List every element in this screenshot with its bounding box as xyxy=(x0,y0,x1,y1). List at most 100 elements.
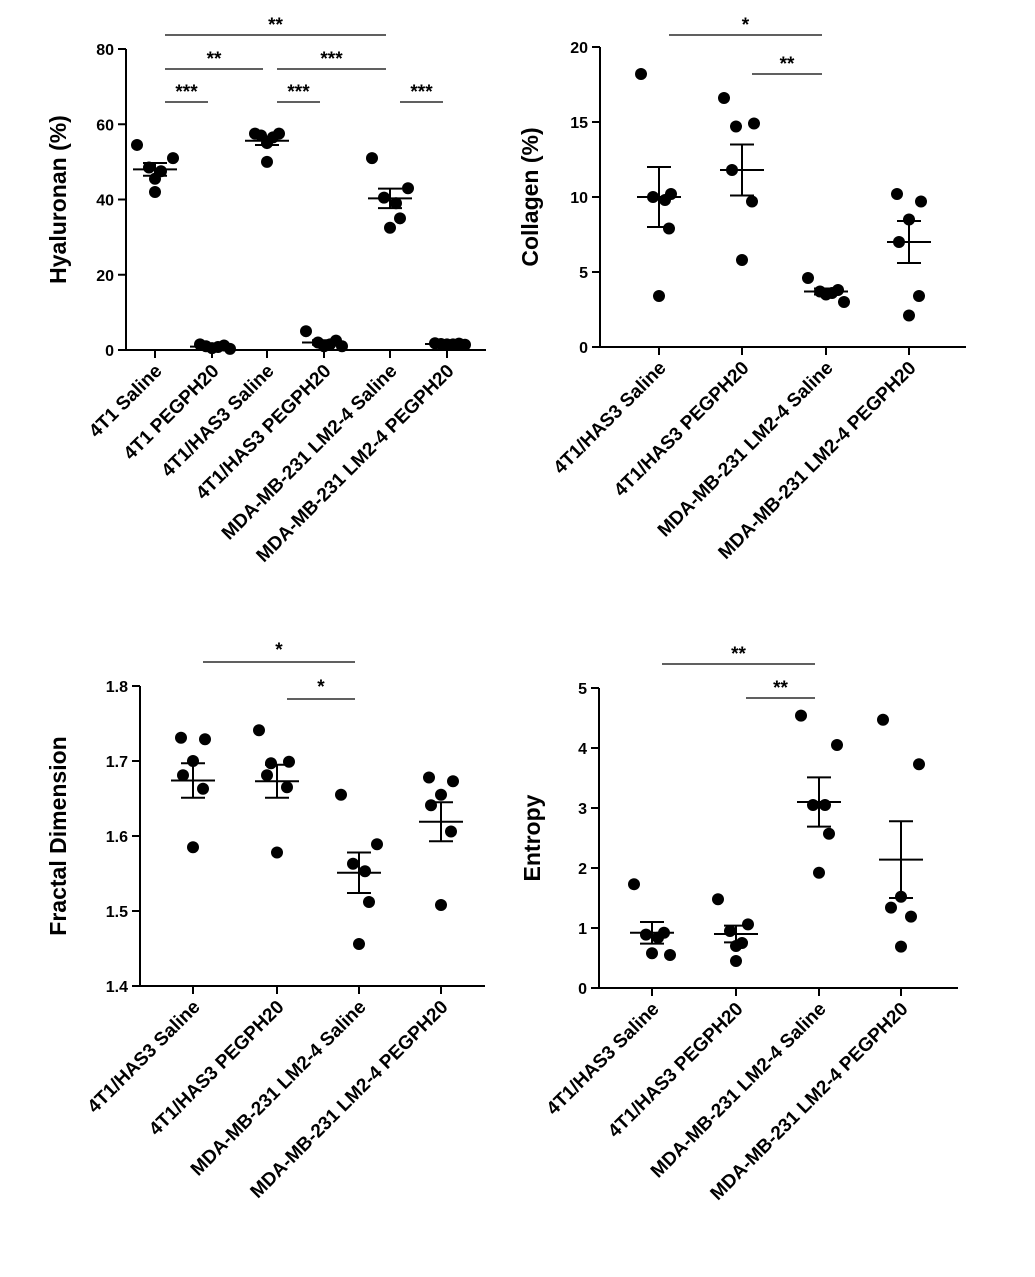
data-point xyxy=(813,866,825,879)
data-point xyxy=(347,857,359,870)
x-category-label: MDA-MB-231 LM2-4 Saline xyxy=(187,997,371,1181)
significance-label: ** xyxy=(207,49,222,70)
data-point xyxy=(300,325,312,338)
data-point xyxy=(261,155,273,168)
significance-label: ** xyxy=(773,678,788,699)
data-point xyxy=(795,709,807,722)
significance-label: ** xyxy=(780,54,795,75)
y-tick-label: 1.8 xyxy=(106,679,128,696)
data-point xyxy=(659,194,671,206)
y-axis-title: Collagen (%) xyxy=(517,127,543,266)
significance-label: * xyxy=(742,15,750,36)
y-tick-label: 1.5 xyxy=(106,904,128,921)
data-point xyxy=(435,788,447,801)
data-point xyxy=(903,213,915,226)
y-tick-label: 0 xyxy=(579,340,588,357)
data-point xyxy=(653,290,665,302)
data-point xyxy=(366,152,378,165)
data-point xyxy=(838,296,850,308)
y-tick-label: 5 xyxy=(579,265,588,282)
significance-label: ** xyxy=(731,644,746,665)
data-point xyxy=(224,342,236,355)
data-point xyxy=(628,878,640,891)
data-point xyxy=(131,138,143,151)
data-point xyxy=(353,938,365,950)
y-tick-label: 60 xyxy=(96,117,114,134)
data-point xyxy=(724,925,736,937)
data-point xyxy=(730,120,742,133)
y-tick-label: 20 xyxy=(96,268,114,285)
data-point xyxy=(253,724,265,737)
x-category-label: 4T1/HAS3 PEGPH20 xyxy=(145,997,288,1140)
y-tick-label: 4 xyxy=(578,741,587,758)
data-point xyxy=(445,825,457,838)
y-tick-label: 0 xyxy=(105,343,114,360)
data-point xyxy=(895,940,907,953)
data-point xyxy=(807,799,819,811)
y-axis-title: Hyaluronan (%) xyxy=(45,115,71,284)
x-category-label: 4T1/HAS3 PEGPH20 xyxy=(604,999,747,1142)
y-tick-label: 10 xyxy=(570,190,588,207)
data-point xyxy=(635,68,647,80)
data-point xyxy=(261,769,273,782)
data-point xyxy=(913,290,925,302)
data-point xyxy=(663,222,675,235)
data-point xyxy=(915,195,927,208)
data-point xyxy=(143,161,155,174)
x-category-label: MDA-MB-231 LM2-4 Saline xyxy=(647,999,831,1183)
y-tick-label: 80 xyxy=(96,42,114,59)
data-point xyxy=(746,195,758,208)
data-point xyxy=(736,254,748,266)
data-point xyxy=(335,788,347,801)
data-point xyxy=(394,212,406,225)
data-point xyxy=(363,896,375,908)
y-tick-label: 1.7 xyxy=(106,754,128,771)
data-point xyxy=(187,841,199,854)
data-point xyxy=(197,782,209,795)
significance-label: *** xyxy=(410,82,433,103)
significance-label: * xyxy=(275,640,283,661)
significance-label: *** xyxy=(175,82,198,103)
data-point xyxy=(371,838,383,851)
y-tick-label: 0 xyxy=(578,981,587,998)
fractal-dimension-panel: 1.4 1.5 1.6 1.7 1.8 Fractal Dimension 4T1/HAS3… xyxy=(45,640,485,1203)
data-point xyxy=(435,899,447,911)
data-point xyxy=(640,928,652,941)
y-tick-label: 40 xyxy=(96,193,114,210)
data-point xyxy=(390,197,402,210)
data-point xyxy=(265,757,277,770)
data-point xyxy=(423,771,435,784)
data-point xyxy=(903,309,915,322)
data-point xyxy=(885,901,897,914)
data-point xyxy=(175,731,187,744)
significance-label: *** xyxy=(287,82,310,103)
y-tick-label: 20 xyxy=(570,40,588,57)
data-point xyxy=(823,827,835,840)
y-tick-label: 1.6 xyxy=(106,829,128,846)
data-point xyxy=(712,893,724,906)
y-tick-label: 2 xyxy=(578,861,587,878)
data-point xyxy=(447,775,459,788)
y-tick-label: 5 xyxy=(578,681,587,698)
data-point xyxy=(271,846,283,859)
data-point xyxy=(905,910,917,923)
data-point xyxy=(149,185,161,198)
data-point xyxy=(831,739,843,751)
data-point xyxy=(281,781,293,794)
data-point xyxy=(718,92,730,104)
data-point xyxy=(359,865,371,878)
y-tick-label: 1 xyxy=(578,921,587,938)
data-point xyxy=(283,755,295,768)
data-point xyxy=(802,272,814,284)
y-axis-title: Fractal Dimension xyxy=(45,736,71,935)
data-point xyxy=(167,152,179,165)
significance-label: *** xyxy=(320,49,343,70)
data-point xyxy=(730,955,742,967)
data-point xyxy=(652,931,664,944)
x-category-label: MDA-MB-231 LM2-4 Saline xyxy=(654,358,838,542)
data-point xyxy=(646,947,658,960)
